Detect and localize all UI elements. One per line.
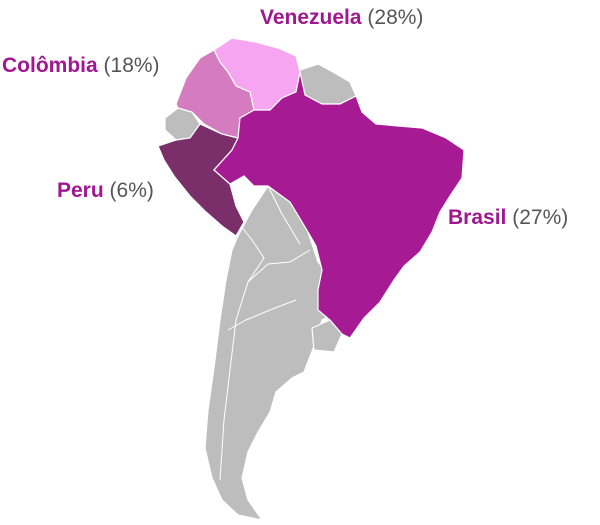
country-share: (27%) xyxy=(512,206,569,229)
label-colombia: Colômbia (18%) xyxy=(2,55,160,76)
label-peru: Peru (6%) xyxy=(57,180,154,201)
country-share: (6%) xyxy=(109,179,154,202)
country-borders xyxy=(219,185,311,481)
country-brasil xyxy=(213,71,465,339)
country-name: Venezuela xyxy=(260,6,362,29)
label-brasil: Brasil (27%) xyxy=(448,207,568,228)
label-venezuela: Venezuela (28%) xyxy=(260,7,423,28)
country-colombia xyxy=(175,49,255,139)
region-southern-cone xyxy=(204,185,341,521)
country-share: (18%) xyxy=(103,54,160,77)
country-name: Brasil xyxy=(448,206,507,229)
country-name: Peru xyxy=(57,179,104,202)
country-name: Colômbia xyxy=(2,54,98,77)
region-uruguay xyxy=(311,319,343,353)
country-peru xyxy=(157,123,245,237)
other-countries xyxy=(164,63,357,521)
country-share: (28%) xyxy=(367,6,424,29)
